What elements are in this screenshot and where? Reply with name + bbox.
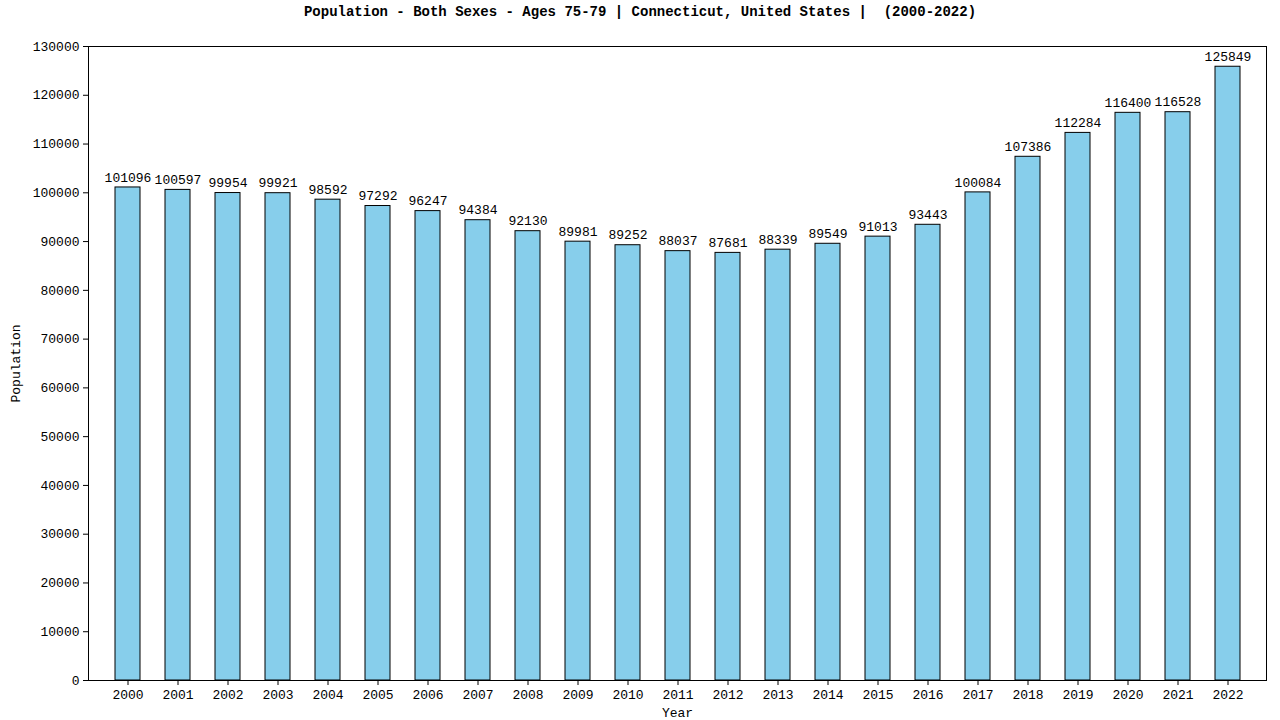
svg-text:30000: 30000 <box>40 527 79 542</box>
svg-text:110000: 110000 <box>33 137 80 152</box>
svg-text:2000: 2000 <box>112 688 143 703</box>
svg-text:2018: 2018 <box>1012 688 1043 703</box>
svg-text:89981: 89981 <box>558 225 597 240</box>
svg-text:80000: 80000 <box>40 284 79 299</box>
svg-text:2020: 2020 <box>1112 688 1143 703</box>
svg-text:88339: 88339 <box>758 233 797 248</box>
svg-text:98592: 98592 <box>308 183 347 198</box>
svg-text:116400: 116400 <box>1105 96 1152 111</box>
svg-text:2012: 2012 <box>712 688 743 703</box>
svg-text:20000: 20000 <box>40 576 79 591</box>
svg-text:2006: 2006 <box>412 688 443 703</box>
svg-text:70000: 70000 <box>40 332 79 347</box>
svg-text:87681: 87681 <box>708 236 747 251</box>
svg-text:107386: 107386 <box>1005 140 1052 155</box>
svg-text:2013: 2013 <box>762 688 793 703</box>
svg-text:2007: 2007 <box>462 688 493 703</box>
svg-text:2016: 2016 <box>912 688 943 703</box>
svg-text:100597: 100597 <box>155 173 202 188</box>
svg-text:2022: 2022 <box>1212 688 1243 703</box>
svg-text:130000: 130000 <box>33 40 80 55</box>
svg-text:100084: 100084 <box>955 176 1002 191</box>
svg-text:50000: 50000 <box>40 430 79 445</box>
svg-text:96247: 96247 <box>408 194 447 209</box>
svg-text:2014: 2014 <box>812 688 843 703</box>
svg-text:2009: 2009 <box>562 688 593 703</box>
svg-text:2011: 2011 <box>662 688 693 703</box>
svg-text:89252: 89252 <box>608 228 647 243</box>
svg-text:97292: 97292 <box>358 189 397 204</box>
svg-text:40000: 40000 <box>40 479 79 494</box>
html-text:Population - Both Sexes - Ages: Population - Both Sexes - Ages 75-79 | C… <box>303 4 976 20</box>
svg-text:125849: 125849 <box>1205 50 1252 65</box>
svg-text:Population: Population <box>9 324 24 402</box>
svg-text:10000: 10000 <box>40 625 79 640</box>
svg-text:91013: 91013 <box>858 220 897 235</box>
svg-text:89549: 89549 <box>808 227 847 242</box>
svg-text:94384: 94384 <box>458 203 497 218</box>
svg-text:60000: 60000 <box>40 381 79 396</box>
svg-text:116528: 116528 <box>1155 95 1202 110</box>
svg-text:2004: 2004 <box>312 688 343 703</box>
svg-text:2005: 2005 <box>362 688 393 703</box>
svg-text:93443: 93443 <box>908 208 947 223</box>
svg-text:2001: 2001 <box>162 688 193 703</box>
svg-text:0: 0 <box>72 674 80 689</box>
svg-text:92130: 92130 <box>508 214 547 229</box>
svg-text:99921: 99921 <box>258 176 297 191</box>
svg-text:2019: 2019 <box>1062 688 1093 703</box>
svg-text:Year: Year <box>662 706 693 720</box>
svg-text:90000: 90000 <box>40 235 79 250</box>
svg-text:120000: 120000 <box>33 88 80 103</box>
svg-text:88037: 88037 <box>658 234 697 249</box>
svg-text:2002: 2002 <box>212 688 243 703</box>
svg-text:2010: 2010 <box>612 688 643 703</box>
svg-text:2008: 2008 <box>512 688 543 703</box>
svg-text:101096: 101096 <box>105 171 152 186</box>
svg-text:2003: 2003 <box>262 688 293 703</box>
svg-text:112284: 112284 <box>1055 116 1102 131</box>
svg-text:2017: 2017 <box>962 688 993 703</box>
svg-text:100000: 100000 <box>33 186 80 201</box>
svg-text:2015: 2015 <box>862 688 893 703</box>
svg-text:99954: 99954 <box>208 176 247 191</box>
svg-text:2021: 2021 <box>1162 688 1193 703</box>
